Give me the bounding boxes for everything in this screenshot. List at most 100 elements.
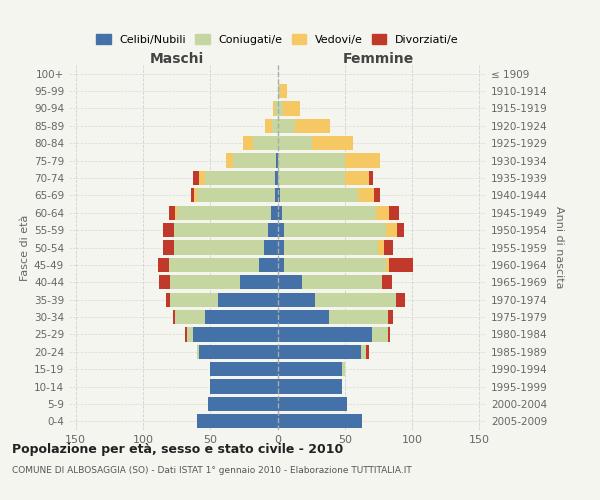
- Bar: [369, 171, 373, 185]
- Bar: [210, 380, 277, 394]
- Bar: [342, 362, 345, 376]
- Bar: [397, 223, 404, 237]
- Bar: [253, 136, 277, 150]
- Bar: [277, 258, 284, 272]
- Bar: [382, 275, 392, 289]
- Bar: [175, 206, 176, 220]
- Bar: [226, 154, 233, 168]
- Bar: [315, 292, 396, 307]
- Bar: [389, 258, 413, 272]
- Bar: [174, 240, 264, 254]
- Bar: [233, 154, 276, 168]
- Bar: [277, 118, 295, 133]
- Bar: [277, 102, 283, 116]
- Bar: [272, 118, 277, 133]
- Bar: [280, 84, 287, 98]
- Text: Popolazione per età, sesso e stato civile - 2010: Popolazione per età, sesso e stato civil…: [12, 442, 343, 456]
- Bar: [191, 188, 194, 202]
- Bar: [166, 292, 170, 307]
- Bar: [170, 292, 218, 307]
- Text: Femmine: Femmine: [343, 52, 414, 66]
- Y-axis label: Anni di nascita: Anni di nascita: [554, 206, 564, 289]
- Text: Maschi: Maschi: [149, 52, 204, 66]
- Bar: [265, 118, 272, 133]
- Bar: [163, 223, 174, 237]
- Bar: [284, 223, 386, 237]
- Bar: [185, 328, 187, 342]
- Bar: [205, 171, 275, 185]
- Bar: [277, 206, 281, 220]
- Bar: [218, 292, 277, 307]
- Bar: [277, 84, 280, 98]
- Bar: [277, 240, 284, 254]
- Bar: [371, 328, 388, 342]
- Bar: [271, 206, 277, 220]
- Bar: [277, 188, 280, 202]
- Bar: [396, 292, 405, 307]
- Bar: [329, 310, 388, 324]
- Bar: [277, 397, 347, 411]
- Bar: [277, 344, 361, 359]
- Bar: [389, 206, 398, 220]
- Bar: [366, 344, 369, 359]
- Bar: [259, 258, 277, 272]
- Bar: [275, 102, 277, 116]
- Bar: [175, 310, 205, 324]
- Bar: [187, 328, 193, 342]
- Bar: [374, 188, 380, 202]
- Bar: [264, 240, 277, 254]
- Bar: [169, 258, 259, 272]
- Bar: [277, 171, 345, 185]
- Bar: [302, 275, 382, 289]
- Bar: [384, 240, 393, 254]
- Bar: [277, 223, 284, 237]
- Bar: [240, 275, 277, 289]
- Bar: [276, 154, 277, 168]
- Bar: [173, 310, 175, 324]
- Bar: [386, 223, 397, 237]
- Bar: [163, 240, 174, 254]
- Bar: [388, 328, 391, 342]
- Bar: [170, 275, 240, 289]
- Bar: [197, 188, 275, 202]
- Bar: [283, 102, 301, 116]
- Bar: [295, 118, 330, 133]
- Legend: Celibi/Nubili, Coniugati/e, Vedovi/e, Divorziati/e: Celibi/Nubili, Coniugati/e, Vedovi/e, Di…: [97, 34, 458, 45]
- Bar: [277, 310, 329, 324]
- Bar: [197, 344, 199, 359]
- Bar: [199, 344, 277, 359]
- Bar: [268, 223, 277, 237]
- Bar: [194, 188, 197, 202]
- Bar: [280, 188, 358, 202]
- Bar: [208, 397, 277, 411]
- Bar: [345, 171, 369, 185]
- Bar: [277, 292, 315, 307]
- Bar: [277, 362, 342, 376]
- Bar: [277, 414, 362, 428]
- Text: COMUNE DI ALBOSAGGIA (SO) - Dati ISTAT 1° gennaio 2010 - Elaborazione TUTTITALIA: COMUNE DI ALBOSAGGIA (SO) - Dati ISTAT 1…: [12, 466, 412, 475]
- Bar: [193, 171, 199, 185]
- Bar: [205, 310, 277, 324]
- Bar: [277, 275, 302, 289]
- Bar: [174, 223, 268, 237]
- Bar: [358, 188, 374, 202]
- Bar: [199, 171, 205, 185]
- Bar: [284, 258, 386, 272]
- Bar: [281, 206, 376, 220]
- Bar: [274, 102, 275, 116]
- Bar: [169, 206, 175, 220]
- Bar: [277, 136, 313, 150]
- Bar: [277, 380, 342, 394]
- Bar: [176, 206, 271, 220]
- Bar: [313, 136, 353, 150]
- Bar: [277, 154, 345, 168]
- Bar: [275, 188, 277, 202]
- Bar: [388, 310, 393, 324]
- Bar: [345, 154, 380, 168]
- Bar: [210, 362, 277, 376]
- Bar: [159, 275, 170, 289]
- Bar: [277, 328, 371, 342]
- Bar: [284, 240, 379, 254]
- Bar: [197, 414, 277, 428]
- Bar: [386, 258, 389, 272]
